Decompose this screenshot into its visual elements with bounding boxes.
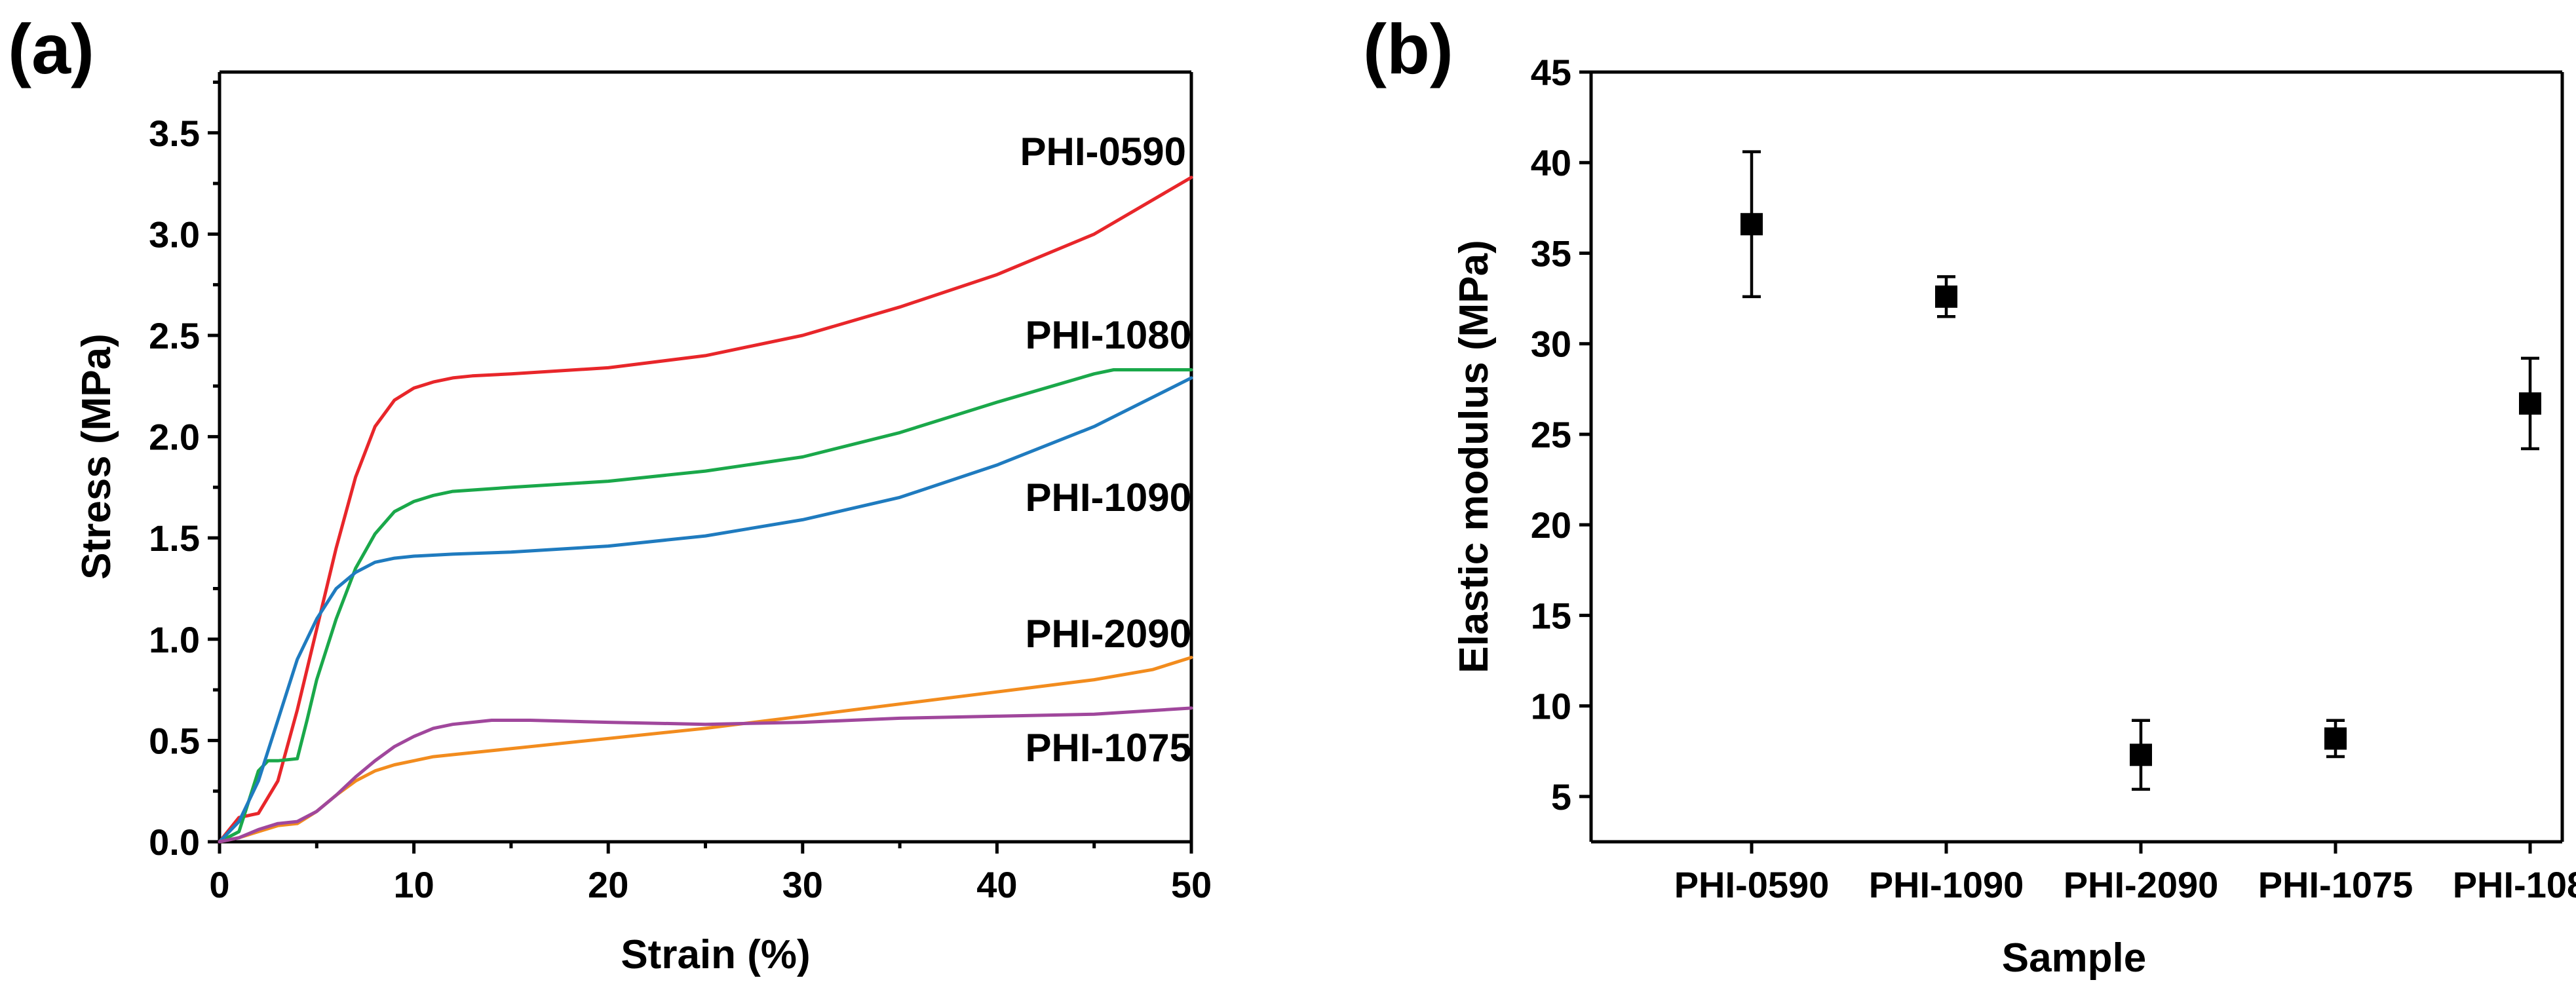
panel-b-y-tick-label: 30 [1531,324,1571,365]
panel-a-y-tick-label: 0.0 [149,821,200,863]
panel-a-ticks: 0 10 20 30 40 50 0.0 0.5 1.0 1.5 2.0 2.5 3.0 3.5 [149,80,1212,905]
curve-phi-0590 [218,176,1193,844]
panel-a-x-tick-label: 0 [209,864,229,905]
panel-a-y-tick-label: 1.0 [149,619,200,660]
panel-b-ticks: 5 10 15 20 25 30 35 40 45 PHI-0590 PHI-1090 PHI-209… [1531,52,2576,905]
panel-a-x-tick-label: 20 [588,864,628,905]
panel-b-letter: (b) [1363,9,1453,88]
marker-square [1740,213,1763,236]
marker-square [1935,285,1957,308]
series-label-phi-1075: PHI-1075 [1026,726,1191,770]
series-label-phi-1080: PHI-1080 [1026,313,1191,357]
panel-b-x-axis-title: Sample [2002,935,2147,981]
panel-b-points [1740,150,2541,791]
panel-b-y-axis-title: Elastic modulus (MPa) [1451,240,1497,673]
point-phi-1075 [2324,719,2347,759]
panel-a-curves [218,176,1193,844]
curve-phi-1090 [218,376,1193,844]
curve-phi-1080 [218,368,1193,844]
point-phi-1090 [1935,275,1957,318]
panel-a-y-axis-title: Stress (MPa) [74,333,119,580]
marker-square [2519,392,2541,415]
panel-b-plot [1589,70,2564,844]
panel-b-y-tick-label: 25 [1531,414,1571,455]
curve-phi-1075 [218,706,1193,844]
panel-a-y-tick-label: 1.5 [149,518,200,559]
panel-b-x-tick-label: PHI-1080 [2453,864,2576,905]
point-phi-0590 [1740,150,1763,299]
panel-a-y-tick-label: 2.5 [149,315,200,356]
panel-a-x-axis-title: Strain (%) [621,932,810,977]
curve-phi-2090 [218,656,1193,844]
panel-b-y-tick-label: 35 [1531,233,1571,274]
panel-a-letter: (a) [8,9,94,88]
panel-b-y-tick-label: 5 [1551,776,1571,818]
panel-b-y-tick-label: 20 [1531,504,1571,546]
panel-a-x-tick-label: 50 [1171,864,1212,905]
series-label-phi-2090: PHI-2090 [1026,612,1191,656]
panel-a-y-tick-label: 3.5 [149,113,200,154]
panel-b-x-tick-label: PHI-1090 [1869,864,2024,905]
panel-a-y-tick-label: 2.0 [149,417,200,458]
panel-b-x-tick-label: PHI-0590 [1674,864,1830,905]
panel-b-y-tick-label: 10 [1531,686,1571,727]
panel-b-x-tick-label: PHI-1075 [2258,864,2413,905]
series-label-phi-1090: PHI-1090 [1026,476,1191,519]
panel-b-x-tick-label: PHI-2090 [2064,864,2219,905]
series-label-phi-0590: PHI-0590 [1020,130,1186,174]
marker-square [2130,744,2152,766]
panel-b-y-tick-label: 45 [1531,52,1571,93]
point-phi-1080 [2519,356,2541,451]
marker-square [2324,727,2347,750]
panel-a-x-tick-label: 30 [782,864,823,905]
panel-b-y-tick-label: 40 [1531,142,1571,183]
panel-a-x-tick-label: 10 [393,864,434,905]
panel-a-y-tick-label: 3.0 [149,214,200,255]
panel-a-y-tick-label: 0.5 [149,720,200,761]
point-phi-2090 [2130,719,2152,791]
panel-a-x-tick-label: 40 [976,864,1017,905]
panel-b-y-tick-label: 15 [1531,595,1571,636]
